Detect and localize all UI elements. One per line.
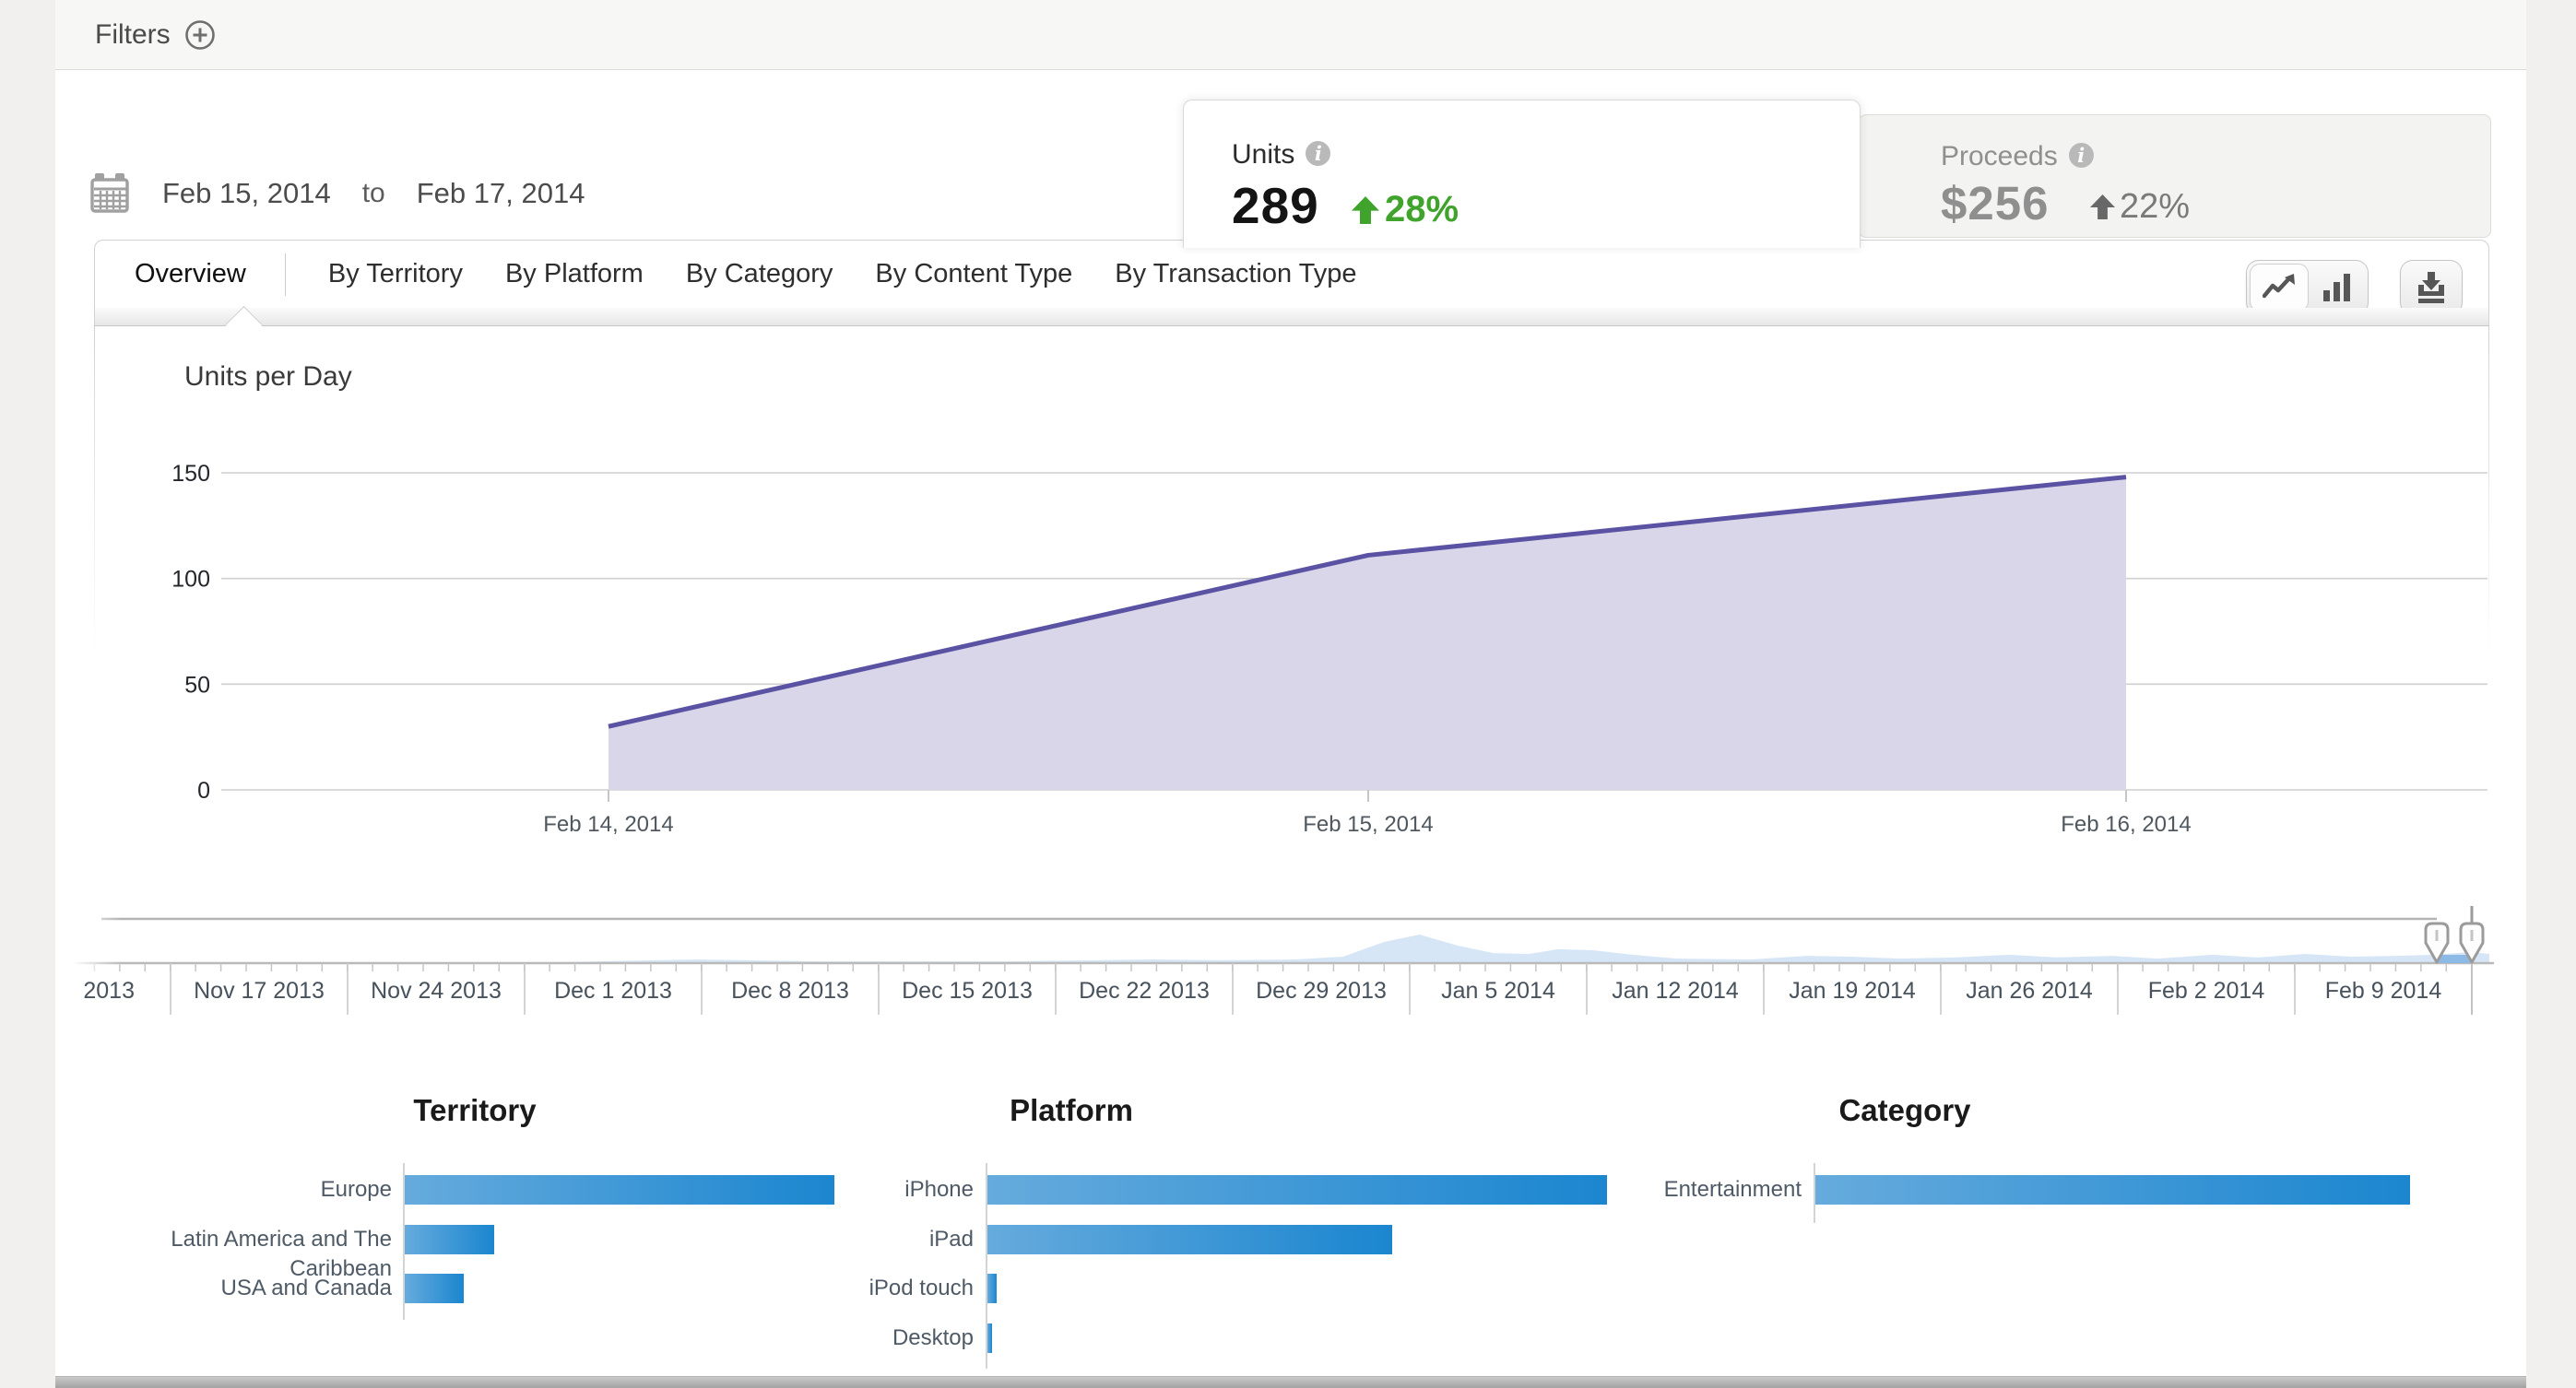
timeline-week-label: Jan 12 2014 <box>1612 978 1739 1004</box>
filters-label: Filters <box>95 18 171 50</box>
territory-bar <box>405 1175 834 1205</box>
timeline-partial-label: 2013 <box>83 978 135 1004</box>
handle-body[interactable] <box>2424 922 2450 964</box>
platform-bar <box>987 1175 1607 1205</box>
tab-divider <box>284 253 286 296</box>
activity-sparkline <box>101 935 2489 962</box>
area-line <box>608 475 2127 729</box>
view-tab-bar: Overview By Territory By Platform By Cat… <box>94 240 2489 315</box>
axis-label: 0 <box>197 778 210 804</box>
category-category-label: Entertainment <box>1663 1177 1802 1202</box>
arrow-up-icon <box>2090 194 2115 219</box>
timeline-week-label: Feb 9 2014 <box>2325 978 2442 1004</box>
right-range-handle[interactable] <box>2459 922 2485 964</box>
filters-bar: Filters <box>55 0 2526 70</box>
territory-category-label: USA and Canada <box>220 1276 392 1300</box>
card-right-border <box>2488 325 2489 657</box>
timeline-week-label: Dec 22 2013 <box>1079 978 1210 1004</box>
platform-bar <box>987 1323 992 1353</box>
axis-label: 100 <box>171 567 210 593</box>
territory-chart-title: Territory <box>413 1093 537 1127</box>
units-trend: 28% <box>1352 189 1459 230</box>
timeline-week-label: Dec 1 2013 <box>554 978 672 1004</box>
territory-bar <box>405 1224 494 1254</box>
timeline-week-label: Feb 2 2014 <box>2148 978 2265 1004</box>
date-range-end[interactable]: Feb 17, 2014 <box>416 177 585 209</box>
handle-body[interactable] <box>2459 922 2485 964</box>
timeline-week-label: Dec 8 2013 <box>731 978 849 1004</box>
proceeds-trend: 22% <box>2090 187 2190 227</box>
chart-toolbar <box>2246 260 2463 315</box>
chart-title: Units per Day <box>184 361 352 392</box>
timeline-week-label: Nov 24 2013 <box>371 978 502 1004</box>
timeline-week-label: Jan 26 2014 <box>1966 978 2093 1004</box>
platform-chart-title: Platform <box>1010 1093 1133 1127</box>
category-chart-title: Category <box>1838 1093 1971 1127</box>
chart-panel: Overview By Territory By Platform By Cat… <box>94 240 2489 345</box>
area-fill <box>609 476 2126 790</box>
axis-label: Feb 14, 2014 <box>543 812 673 837</box>
platform-category-label: Desktop <box>892 1324 974 1350</box>
platform-category-label: iPhone <box>904 1177 974 1202</box>
platform-category-label: iPad <box>928 1226 974 1252</box>
territory-category-label: Latin America and The Caribbean <box>171 1226 392 1281</box>
units-label: Units i <box>1232 139 1331 171</box>
line-chart-icon <box>2263 274 2295 299</box>
tab-by-platform[interactable]: By Platform <box>504 259 644 288</box>
proceeds-value: $256 <box>1941 177 2050 229</box>
tab-overview[interactable]: Overview <box>135 259 246 288</box>
territory-bar <box>405 1274 465 1303</box>
selection-range <box>2439 955 2472 963</box>
download-button[interactable] <box>2400 260 2463 315</box>
timeline-left-fade <box>55 908 122 974</box>
proceeds-label: Proceeds i <box>1941 141 2094 172</box>
category-axis <box>1814 1163 1815 1223</box>
date-range-picker: Feb 15, 2014 to Feb 17, 2014 <box>90 171 585 216</box>
proceeds-metric-tab[interactable]: Proceeds i $256 22% <box>1859 114 2491 238</box>
units-per-day-chart: 0 50 100 150 Feb 14, 2014 Feb 15, 2014 Feb 16,… <box>171 461 2487 837</box>
tab-by-territory[interactable]: By Territory <box>327 259 463 288</box>
axis-label: 150 <box>171 461 210 487</box>
units-change: 28% <box>1385 189 1459 229</box>
proceeds-change: 22% <box>2120 187 2191 226</box>
timeline-week-label: Jan 5 2014 <box>1441 978 1555 1004</box>
timeline-week-label: Dec 15 2013 <box>902 978 1033 1004</box>
info-icon[interactable]: i <box>2068 143 2094 168</box>
chart-type-toggle <box>2246 260 2369 315</box>
arrow-up-icon <box>1352 195 1379 224</box>
bottom-divider-strip <box>55 1376 2526 1388</box>
date-range-start[interactable]: Feb 15, 2014 <box>162 177 331 209</box>
card-left-border <box>94 325 95 657</box>
left-range-handle[interactable] <box>2424 922 2450 964</box>
timeline-scrubber[interactable]: 2013 Nov 17 2013 Nov 24 2013 Dec 1 2013 Dec … <box>55 899 2526 1028</box>
timeline-week-label: Dec 29 2013 <box>1256 978 1387 1004</box>
units-value: 289 <box>1232 177 1319 234</box>
territory-category-label: Europe <box>320 1177 392 1202</box>
axis-label: 50 <box>184 672 210 698</box>
tab-by-transaction-type[interactable]: By Transaction Type <box>1115 259 1357 288</box>
axis-label: Feb 16, 2014 <box>2061 812 2191 837</box>
platform-axis <box>986 1163 987 1369</box>
bar-chart-toggle-button[interactable] <box>2310 264 2365 310</box>
territory-axis <box>403 1163 405 1320</box>
timeline-week-label: Nov 17 2013 <box>194 978 325 1004</box>
platform-category-label: iPod touch <box>869 1276 974 1300</box>
line-chart-toggle-button[interactable] <box>2250 264 2309 312</box>
axis-label: Feb 15, 2014 <box>1303 812 1433 837</box>
download-icon <box>2418 272 2444 303</box>
units-metric-tab[interactable]: Units i 289 28% <box>1183 100 1861 248</box>
bar-chart-icon <box>2323 274 2350 301</box>
calendar-icon <box>90 173 129 213</box>
category-bar <box>1815 1175 2410 1205</box>
tab-bar-bottom-band <box>94 308 2489 326</box>
add-filter-icon[interactable] <box>183 18 217 52</box>
tab-by-content-type[interactable]: By Content Type <box>875 259 1073 288</box>
platform-bar <box>987 1224 1393 1254</box>
timeline-week-label: Jan 19 2014 <box>1789 978 1916 1004</box>
date-range-separator: to <box>361 178 385 208</box>
info-icon[interactable]: i <box>1306 141 1331 166</box>
platform-bar <box>987 1274 998 1303</box>
tab-by-category[interactable]: By Category <box>685 259 833 288</box>
